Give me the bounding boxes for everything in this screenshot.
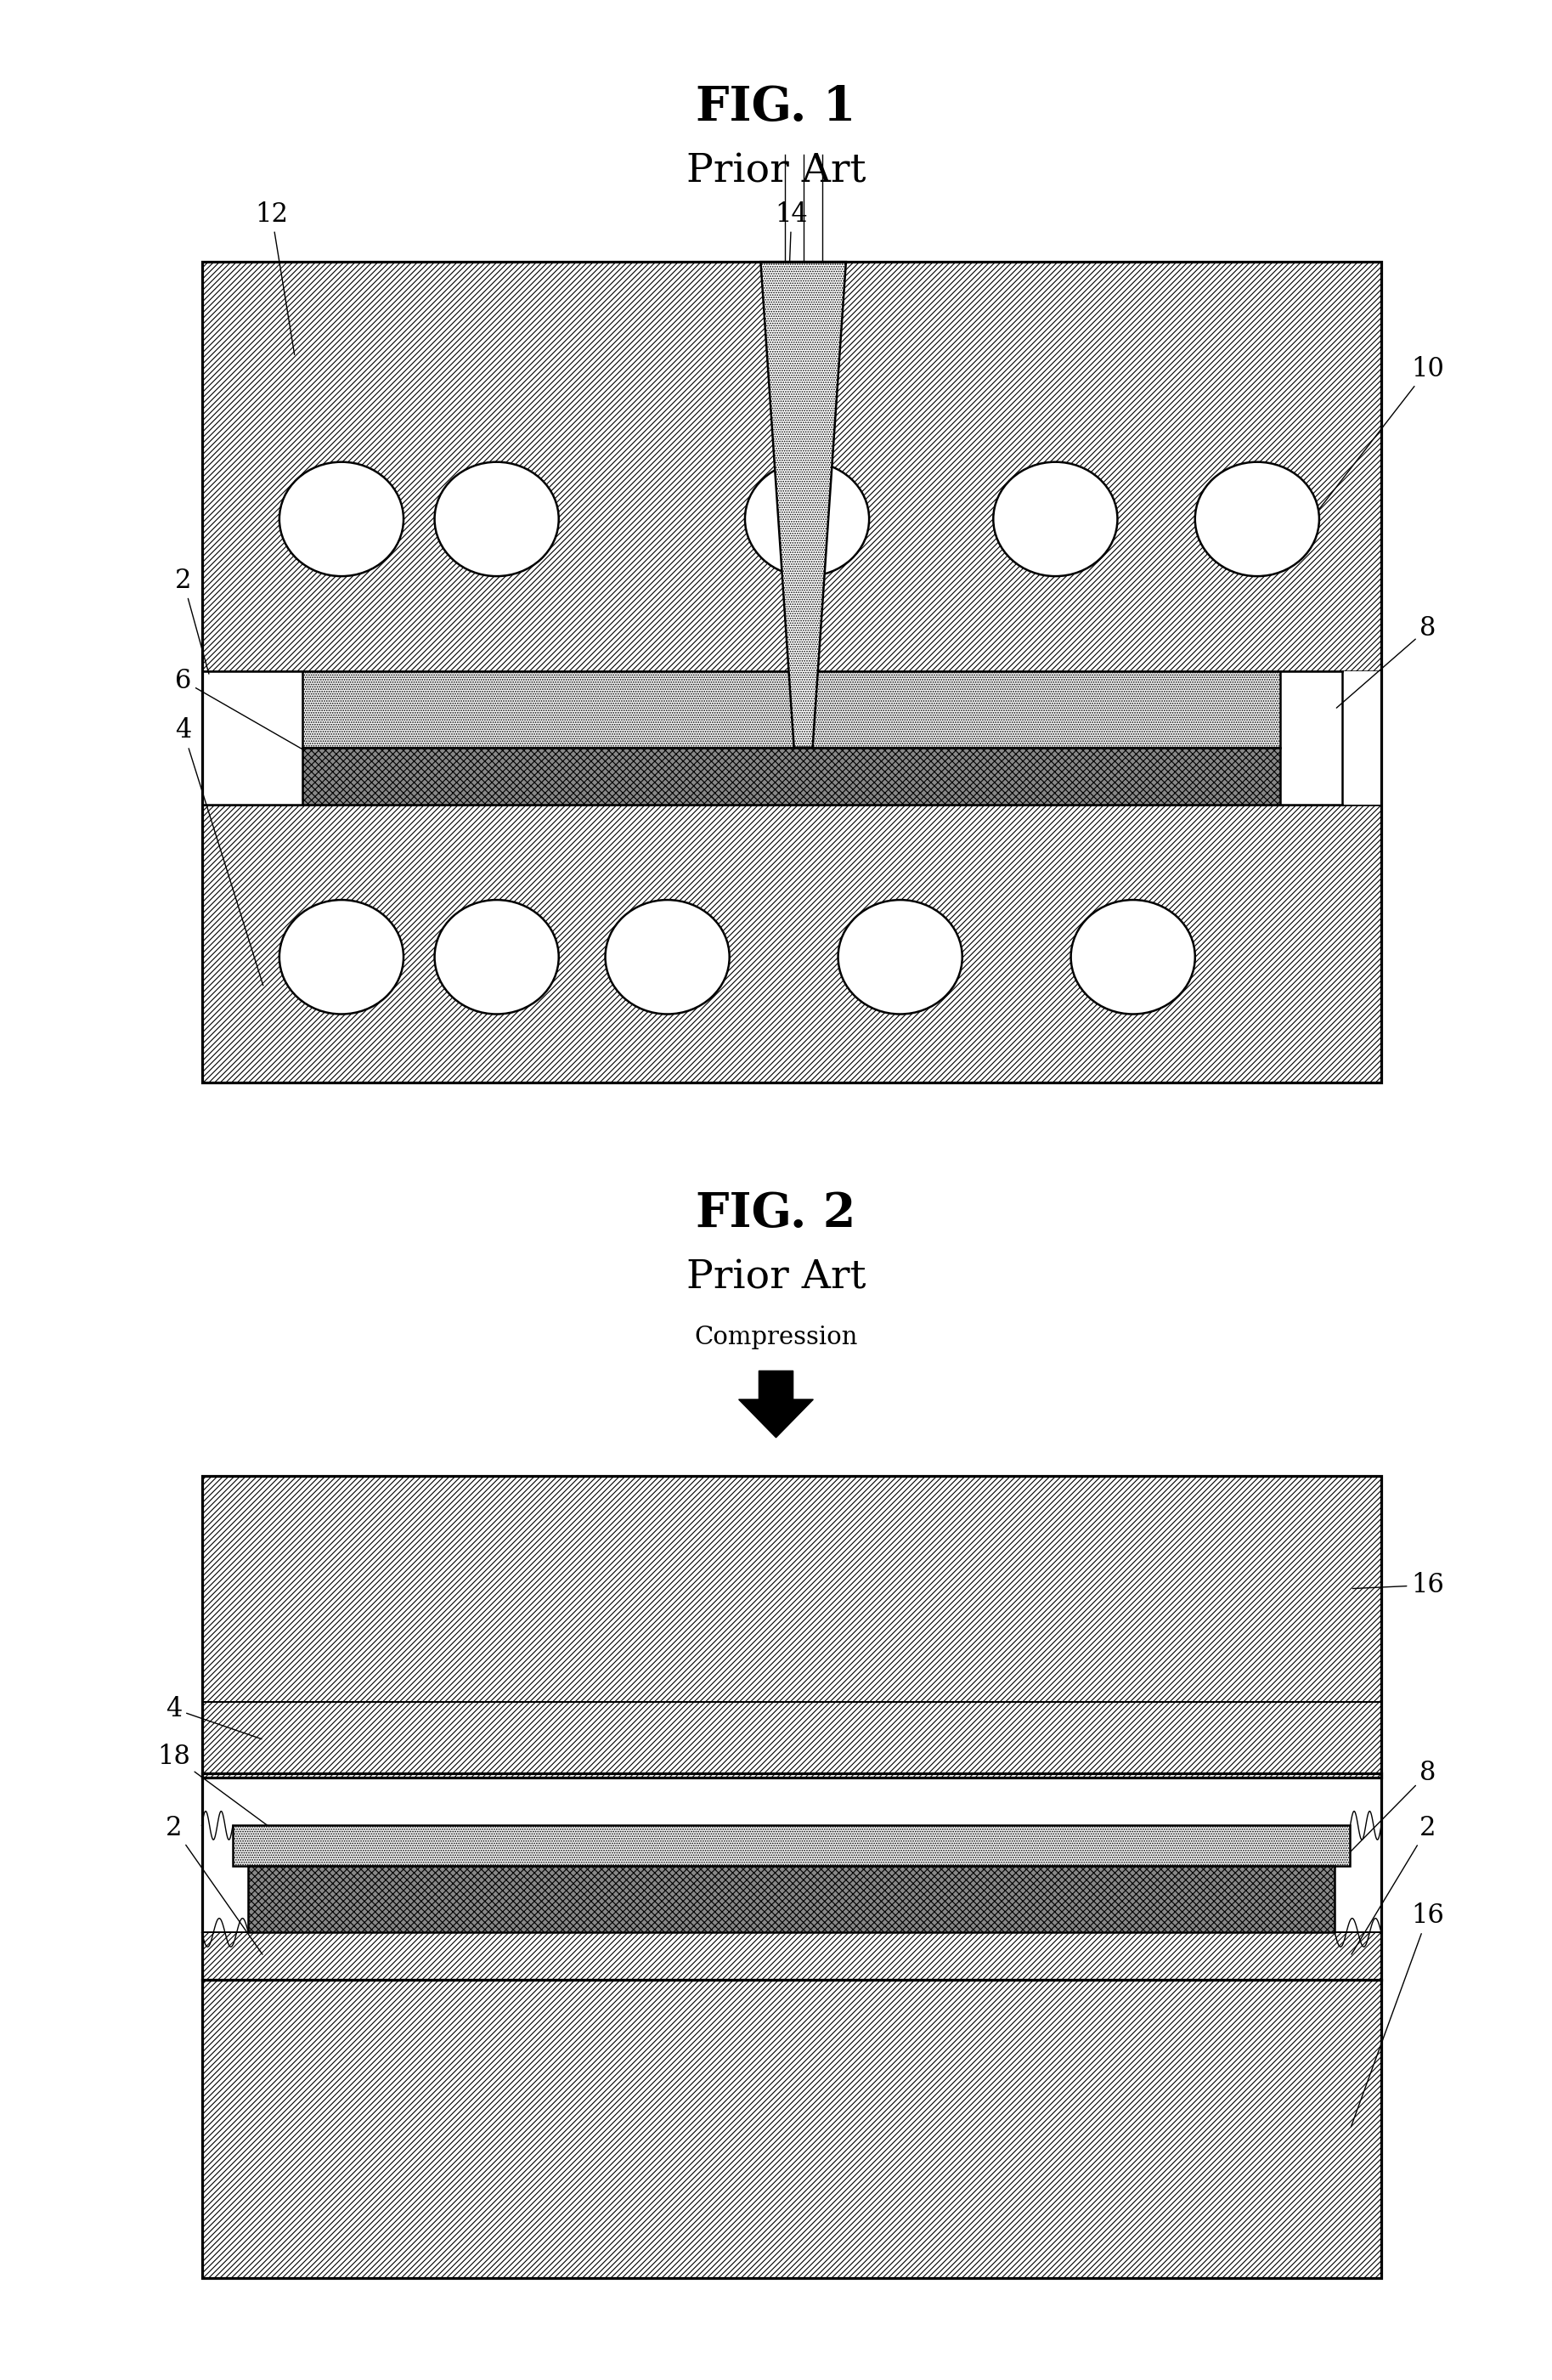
Polygon shape (760, 262, 846, 747)
Bar (202, 262, 1381, 671)
Bar (202, 1476, 1381, 1778)
Text: 2: 2 (1352, 1814, 1436, 1954)
Ellipse shape (435, 462, 559, 576)
Text: 18: 18 (157, 1742, 293, 1845)
Bar (202, 1702, 1381, 1778)
Text: 2: 2 (175, 566, 210, 674)
Text: FIG. 1: FIG. 1 (695, 83, 857, 131)
FancyArrow shape (739, 1371, 813, 1438)
Bar (248, 1866, 1335, 1933)
Ellipse shape (993, 462, 1117, 576)
Bar (202, 1933, 1381, 1980)
Ellipse shape (1071, 900, 1195, 1014)
Ellipse shape (279, 900, 404, 1014)
Ellipse shape (279, 462, 404, 576)
Bar (202, 1980, 1381, 2278)
Bar (202, 1773, 1381, 1980)
Bar (303, 671, 1280, 747)
Bar (202, 1778, 1381, 1871)
Ellipse shape (745, 462, 869, 576)
Bar (233, 1825, 1350, 1866)
Bar (303, 747, 1280, 804)
Ellipse shape (1195, 462, 1319, 576)
Ellipse shape (838, 900, 962, 1014)
Text: 8: 8 (1336, 614, 1436, 707)
Bar (202, 671, 1381, 804)
Text: 2: 2 (166, 1814, 262, 1954)
Text: FIG. 2: FIG. 2 (695, 1190, 857, 1238)
Bar (202, 1476, 1381, 1702)
Ellipse shape (605, 900, 729, 1014)
Text: 12: 12 (255, 200, 295, 355)
Bar (202, 262, 1381, 1083)
Text: 16: 16 (1353, 1571, 1445, 1599)
Text: 4: 4 (166, 1695, 262, 1740)
Text: Prior Art: Prior Art (686, 152, 866, 190)
Text: Prior Art: Prior Art (686, 1259, 866, 1297)
Text: Compression: Compression (694, 1326, 858, 1349)
Bar (202, 1980, 1381, 2278)
Text: 8: 8 (1305, 1759, 1436, 1897)
Text: 6: 6 (175, 666, 348, 776)
Ellipse shape (435, 900, 559, 1014)
Text: 10: 10 (1313, 355, 1445, 516)
Text: 14: 14 (774, 200, 809, 307)
Text: 16: 16 (1352, 1902, 1445, 2128)
Bar (202, 804, 1381, 1083)
Text: 4: 4 (175, 716, 264, 985)
